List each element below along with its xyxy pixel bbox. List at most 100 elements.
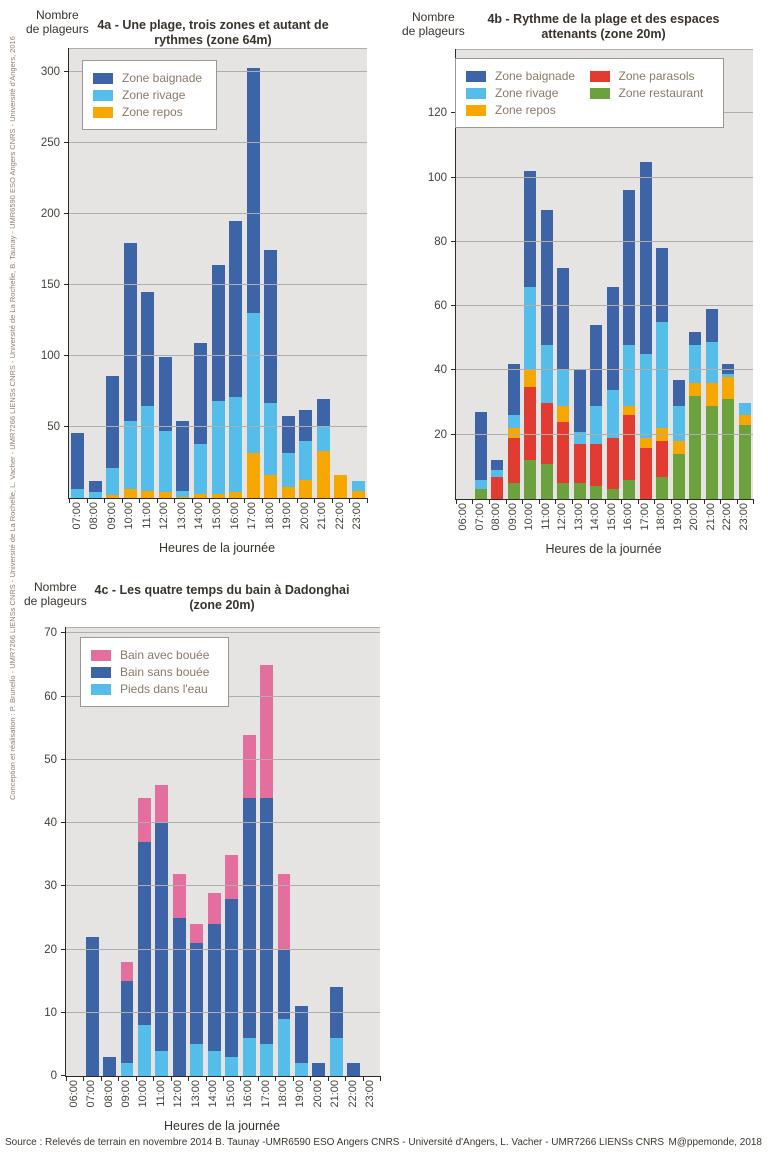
x-tick-label: 06:00 — [455, 503, 472, 543]
legend: Bain avec bouée Bain sans bouée Pieds dans… — [80, 637, 229, 707]
x-tick-label-text: 17:00 — [246, 502, 259, 530]
bar-19:00 — [293, 627, 310, 1076]
y-axis-title-line: Nombre — [36, 8, 79, 22]
x-tick-label-text: 22:00 — [721, 503, 734, 531]
x-tick-mark — [135, 1076, 137, 1081]
bar-segment — [507, 428, 520, 438]
bar-12:00 — [171, 627, 188, 1076]
bar-19:00 — [671, 49, 688, 499]
x-tick-label-text: 12:00 — [172, 1080, 185, 1108]
bar-segment — [155, 1050, 169, 1076]
bar-17:00 — [258, 627, 275, 1076]
bar-segment — [264, 475, 278, 498]
x-tick-label: 13:00 — [571, 503, 588, 543]
x-tick-label-text: 21:00 — [329, 1080, 342, 1108]
x-tick-label-text: 14:00 — [207, 1080, 220, 1108]
y-tick-label: 0 — [50, 1070, 57, 1082]
y-axis-title: Nombre de plageurs — [24, 580, 87, 608]
bar-segment — [123, 421, 137, 490]
x-tick-label-text: 15:00 — [605, 503, 618, 531]
bar-segment — [207, 892, 221, 925]
x-tick-label-text: 14:00 — [193, 502, 206, 530]
x-tick-mark — [488, 499, 490, 504]
bar-segment — [689, 383, 702, 397]
bar-segment — [738, 425, 751, 499]
bar-segment — [573, 431, 586, 445]
x-tick-label-text: 19:00 — [281, 502, 294, 530]
bar-segment — [260, 797, 273, 1045]
bar-segment — [299, 479, 313, 498]
bar-segment — [347, 1063, 361, 1076]
x-tick-mark — [555, 499, 556, 504]
bar-segment — [606, 489, 619, 499]
legend-label: Zone parasols — [618, 69, 695, 83]
legend-column: Bain avec bouée Bain sans bouée Pieds dans… — [91, 645, 218, 699]
x-tick-label: 22:00 — [331, 502, 349, 542]
bar-segment — [590, 405, 603, 445]
x-tick-label-text: 20:00 — [298, 502, 311, 530]
bar-12:00 — [157, 48, 175, 498]
bar-segment — [689, 344, 702, 384]
bar-segment — [639, 161, 652, 355]
bar-segment — [242, 1038, 256, 1076]
y-axis-ticks: 0 10 20 30 40 50 60 70 — [0, 627, 57, 1082]
chart-title: 4b - Rythme de la plage et des espaces at… — [455, 12, 752, 42]
x-tick-mark — [687, 499, 688, 504]
bar-21:00 — [328, 627, 345, 1076]
bar-segment — [294, 1063, 308, 1076]
chart-title-line: 4b - Rythme de la plage et des espaces — [487, 12, 720, 26]
x-tick-label-text: 10:00 — [523, 503, 536, 531]
x-tick-mark — [279, 498, 281, 503]
bar-segment — [672, 454, 685, 499]
y-axis-title: Nombre de plageurs — [26, 8, 89, 36]
bar-09:00 — [104, 48, 122, 498]
bar-segment — [120, 962, 134, 982]
bar-segment — [316, 398, 330, 426]
y-tick-mark — [61, 1075, 66, 1076]
legend-label: Zone repos — [495, 103, 556, 117]
bar-segment — [158, 492, 172, 498]
bar-12:00 — [555, 49, 572, 499]
legend-swatch — [93, 106, 113, 118]
bar-segment — [557, 370, 570, 406]
x-tick-mark — [345, 1076, 347, 1081]
bar-segment — [491, 460, 504, 471]
bar-segment — [281, 415, 295, 453]
bar-segment — [211, 493, 225, 498]
x-tick-mark — [456, 499, 457, 504]
x-tick-mark — [521, 499, 523, 504]
bar-segment — [207, 924, 221, 1051]
plot-area — [64, 48, 368, 503]
bar-segment — [190, 924, 204, 944]
bar-segment — [474, 412, 487, 480]
x-tick-label: 14:00 — [205, 1080, 222, 1120]
bar-segment — [281, 452, 295, 487]
x-tick-mark — [736, 499, 738, 504]
bar-segment — [211, 265, 225, 402]
x-tick-label-text: 17:00 — [638, 503, 651, 531]
bar-segment — [540, 463, 553, 499]
x-tick-mark — [637, 499, 639, 504]
x-tick-label: 20:00 — [296, 502, 314, 542]
bar-22:00 — [345, 627, 362, 1076]
x-tick-mark — [240, 1076, 242, 1081]
bar-segment — [71, 489, 85, 498]
bar-segment — [672, 441, 685, 454]
x-tick-label: 07:00 — [68, 502, 86, 542]
x-tick-label-text: 23:00 — [364, 1080, 377, 1108]
bar-14:00 — [206, 627, 223, 1076]
gridline — [456, 305, 753, 307]
gridline — [456, 433, 753, 435]
bar-08:00 — [87, 48, 105, 498]
bar-segment — [656, 248, 669, 323]
x-tick-mark — [244, 498, 246, 503]
x-tick-label: 16:00 — [226, 502, 244, 542]
bar-segment — [656, 476, 669, 499]
bar-15:00 — [223, 627, 240, 1076]
x-tick-label: 17:00 — [257, 1080, 274, 1120]
bars — [66, 627, 380, 1076]
bar-segment — [141, 405, 155, 491]
bar-segment — [705, 405, 718, 499]
bar-segment — [557, 267, 570, 371]
x-tick-mark — [174, 498, 176, 503]
